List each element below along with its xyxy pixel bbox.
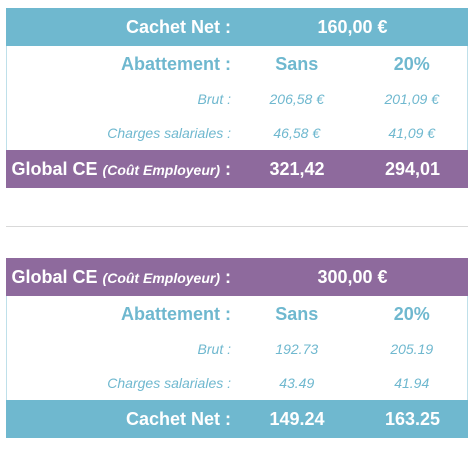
- cachet-net-sans-value: 149.24: [269, 408, 325, 429]
- abattement-row-2: Abattement : Sans 20%: [7, 296, 467, 332]
- column-sans-2: Sans: [275, 303, 319, 324]
- section-divider: [6, 226, 468, 227]
- global-ce-header-value: 300,00 €: [317, 266, 388, 287]
- charges-label: Charges salariales :: [107, 125, 232, 141]
- global-ce-sans-value: 321,42: [269, 158, 325, 179]
- abattement-label: Abattement :: [121, 53, 232, 74]
- global-ce-header-label: Global CE (Coût Employeur) :: [6, 267, 237, 288]
- brut-sans-value-2: 192.73: [275, 341, 319, 357]
- global-ce-label-paren: (Coût Employeur): [102, 161, 220, 178]
- abattement-row: Abattement : Sans 20%: [7, 46, 467, 82]
- charges-row-2: Charges salariales : 43.49 41.94: [7, 366, 467, 400]
- details-panel-2: Abattement : Sans 20% Brut : 192.73 205.…: [6, 296, 468, 400]
- charges-sans-value-2: 43.49: [279, 375, 315, 391]
- global-ce-row: Global CE (Coût Employeur) : 321,42 294,…: [6, 150, 468, 188]
- global-ce-header-row: Global CE (Coût Employeur) : 300,00 €: [6, 258, 468, 296]
- cachet-net-footer-label: Cachet Net :: [125, 408, 231, 429]
- charges-sans-value: 46,58 €: [273, 125, 321, 141]
- cachet-net-value: 160,00 €: [317, 16, 388, 37]
- cachet-net-label: Cachet Net :: [125, 16, 231, 37]
- global-ce-header-colon: :: [220, 266, 231, 287]
- brut-row: Brut : 206,58 € 201,09 €: [7, 82, 467, 116]
- brut-label-2: Brut :: [197, 341, 232, 357]
- brut-20-value: 201,09 €: [384, 91, 439, 107]
- charges-20-value: 41,09 €: [388, 125, 436, 141]
- cachet-net-footer-row: Cachet Net : 149.24 163.25: [6, 400, 468, 438]
- brut-20-value-2: 205.19: [390, 341, 434, 357]
- charges-label-2: Charges salariales :: [107, 375, 232, 391]
- global-ce-label: Global CE (Coût Employeur) :: [6, 159, 237, 180]
- brut-label: Brut :: [197, 91, 232, 107]
- net-to-employer-cost-table: Cachet Net : 160,00 € Abattement : Sans …: [6, 8, 468, 188]
- column-20-percent: 20%: [393, 53, 430, 74]
- column-20-percent-2: 20%: [393, 303, 430, 324]
- abattement-label-2: Abattement :: [121, 303, 232, 324]
- cachet-net-header-row: Cachet Net : 160,00 €: [6, 8, 468, 46]
- global-ce-header-main: Global CE: [11, 266, 103, 287]
- cachet-net-20-value: 163.25: [384, 408, 441, 429]
- charges-row: Charges salariales : 46,58 € 41,09 €: [7, 116, 467, 150]
- employer-cost-to-net-table: Global CE (Coût Employeur) : 300,00 € Ab…: [6, 258, 468, 438]
- details-panel: Abattement : Sans 20% Brut : 206,58 € 20…: [6, 46, 468, 150]
- global-ce-label-main: Global CE: [11, 158, 103, 179]
- column-sans: Sans: [275, 53, 319, 74]
- brut-sans-value: 206,58 €: [269, 91, 325, 107]
- charges-20-value-2: 41.94: [394, 375, 430, 391]
- global-ce-header-paren: (Coût Employeur): [102, 269, 220, 286]
- brut-row-2: Brut : 192.73 205.19: [7, 332, 467, 366]
- global-ce-label-colon: :: [220, 158, 231, 179]
- global-ce-20-value: 294,01: [384, 158, 441, 179]
